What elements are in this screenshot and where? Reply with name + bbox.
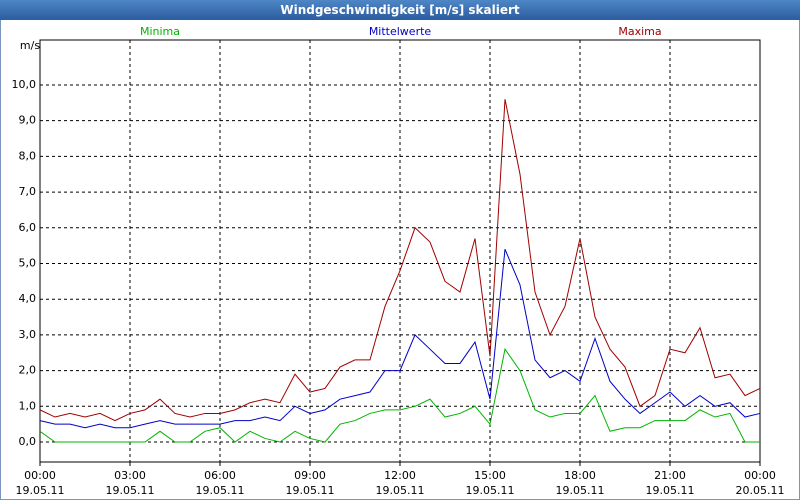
x-tick-label: 06:00 19.05.11: [195, 469, 245, 497]
x-tick-label: 09:00 19.05.11: [285, 469, 335, 497]
legend-entry: Maxima: [618, 25, 661, 38]
chart-title: Windgeschwindigkeit [m/s] skaliert: [0, 0, 800, 20]
y-tick-label: 10,0: [12, 78, 37, 91]
legend-entry: Minima: [140, 25, 180, 38]
x-tick-label: 21:00 19.05.11: [645, 469, 695, 497]
x-tick-label: 00:00 19.05.11: [15, 469, 65, 497]
x-tick-label: 12:00 19.05.11: [375, 469, 425, 497]
y-axis-label: m/s: [20, 39, 40, 52]
x-tick-label: 18:00 19.05.11: [555, 469, 605, 497]
y-tick-label: 3,0: [19, 328, 37, 341]
y-tick-label: 0,0: [19, 435, 37, 448]
y-tick-label: 5,0: [19, 256, 37, 269]
y-tick-label: 6,0: [19, 221, 37, 234]
legend-entry: Mittelwerte: [369, 25, 432, 38]
x-tick-label: 03:00 19.05.11: [105, 469, 155, 497]
y-tick-label: 7,0: [19, 185, 37, 198]
data-line: [39, 99, 761, 422]
y-tick-label: 8,0: [19, 149, 37, 162]
data-line: [39, 347, 760, 443]
y-tick-label: 1,0: [19, 399, 37, 412]
y-tick-label: 2,0: [19, 364, 37, 377]
y-tick-label: 4,0: [19, 292, 37, 305]
y-tick-label: 9,0: [19, 114, 37, 127]
x-tick-label: 15:00 19.05.11: [465, 469, 515, 497]
data-line: [39, 249, 761, 429]
x-tick-label: 00:00 20.05.11: [735, 469, 785, 497]
